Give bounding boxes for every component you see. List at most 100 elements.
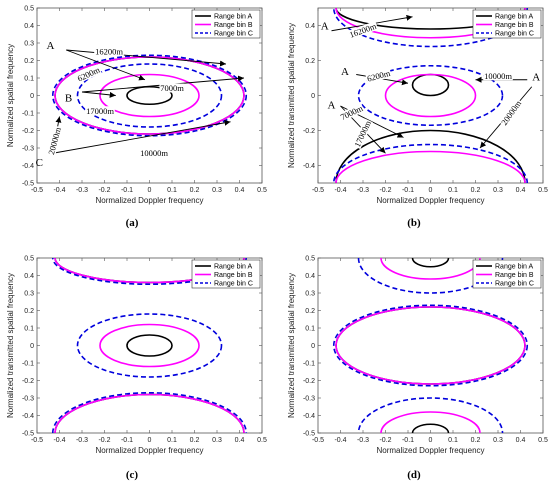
y-tick-label: 0.4 [24,23,34,30]
x-tick-label: 0.1 [167,437,177,444]
annotation-text: 7000m [160,83,184,93]
x-tick-label: -0.2 [98,437,110,444]
x-tick-label: 0.2 [190,187,200,194]
annotation-text: 17000m [86,106,114,116]
legend-label-a: Range bin A [214,14,252,21]
x-tick-label: 0.4 [235,187,245,194]
x-tick-label: 0.3 [212,187,222,194]
x-tick-label: -0.2 [98,187,110,194]
x-tick-label: 0.3 [493,437,503,444]
annotation-bg [139,148,169,158]
x-axis-label: Normalized Doppler frequency [376,196,484,205]
annotation-letter: A [47,40,55,52]
x-tick-label: 0.3 [212,437,222,444]
contour-range-bin-c [76,63,223,128]
annotation-letter: A [321,21,329,33]
legend-box [472,9,542,39]
annotation-bg [75,64,102,84]
y-tick-label: -0.1 [22,111,34,118]
y-tick-label: 0.4 [305,273,315,280]
y-tick-label: 0.2 [305,58,315,65]
x-axis-label: Normalized Doppler frequency [95,196,203,205]
x-axis-label: Normalized Doppler frequency [376,446,484,455]
y-tick-label: -0.3 [22,146,34,153]
contour-range-bin-a [126,334,173,357]
x-tick-label: 0 [148,187,152,194]
x-tick-label: 0.2 [190,437,200,444]
y-tick-label: 0 [30,93,34,100]
x-tick-label: -0.2 [379,437,391,444]
annotation-bg [347,20,379,40]
contour-range-bin-a [411,423,450,433]
x-tick-label: -0.4 [334,437,346,444]
x-tick-label: -0.1 [402,437,414,444]
y-tick-label: 0.1 [24,326,34,333]
x-tick-label: 0.4 [516,437,526,444]
y-tick-label: -0.2 [303,378,315,385]
legend-label-c: Range bin C [495,31,534,38]
x-tick-label: -0.3 [76,437,88,444]
contour-range-bin-c [51,258,248,286]
contour-range-bin-b [380,411,481,433]
contour-range-bin-c [357,64,504,127]
contour-range-bin-b [335,306,526,385]
annotation-text: 10000m [140,148,168,158]
y-axis-label: Normalized transmitted spatial frequency [6,273,15,418]
y-tick-label: -0.5 [22,181,34,188]
annotation-arrow [81,91,116,98]
panel-label: (a) [126,217,139,229]
annotation-bg [159,83,185,93]
annotation-label: 16200m [94,46,124,56]
x-tick-label: -0.4 [53,187,65,194]
annotation-bg [338,103,365,122]
y-tick-label: -0.4 [303,163,315,170]
y-tick-label: -0.3 [303,396,315,403]
legend-label-c: Range bin C [495,281,534,288]
annotation-arrow [66,49,227,67]
y-tick-label: -0.2 [22,128,34,135]
y-tick-label: 0.3 [305,291,315,298]
x-tick-label: 0.4 [235,437,245,444]
x-tick-label: -0.5 [31,437,43,444]
x-tick-label: -0.5 [312,187,324,194]
legend-label-b: Range bin B [214,272,253,279]
annotation-letter: A [532,71,540,83]
x-tick-label: -0.3 [357,437,369,444]
x-tick-label: 0.5 [538,187,548,194]
annotation-bg [85,106,115,116]
y-tick-label: -0.4 [22,163,34,170]
annotation-label: 7000m [159,83,185,93]
y-tick-label: 0.5 [305,256,315,263]
contour-range-bin-b [384,73,477,118]
contour-range-bin-a [335,129,526,183]
x-tick-label: -0.1 [402,187,414,194]
panel-label: (d) [407,469,421,481]
y-tick-label: -0.1 [22,361,34,368]
x-tick-label: 0.5 [257,437,267,444]
legend-label-c: Range bin C [214,281,253,288]
contour-range-bin-a [411,258,450,268]
annotation-letter: B [65,92,72,104]
y-tick-label: -0.4 [303,413,315,420]
contour-range-bin-b [335,8,526,39]
contour-range-bin-a [126,85,173,106]
annotation-letter: A [328,99,336,111]
x-tick-label: 0.1 [448,437,458,444]
x-tick-label: -0.1 [121,187,133,194]
legend-label-b: Range bin B [495,272,534,279]
x-tick-label: 0.5 [257,187,267,194]
curves [332,8,529,183]
y-axis-label: Normalized transmitted spatial frequency [287,273,296,418]
annotation-bg [352,118,373,150]
contour-range-bin-b [54,258,245,284]
annotation-text: 10000m [484,71,512,81]
contour-range-bin-c [332,304,529,387]
y-tick-label: 0.4 [24,273,34,280]
contour-range-bin-c [76,313,223,378]
y-tick-label: 0 [311,343,315,350]
y-tick-label: 0.1 [24,76,34,83]
legend-label-b: Range bin B [214,22,253,29]
legend-label-a: Range bin A [495,14,533,21]
